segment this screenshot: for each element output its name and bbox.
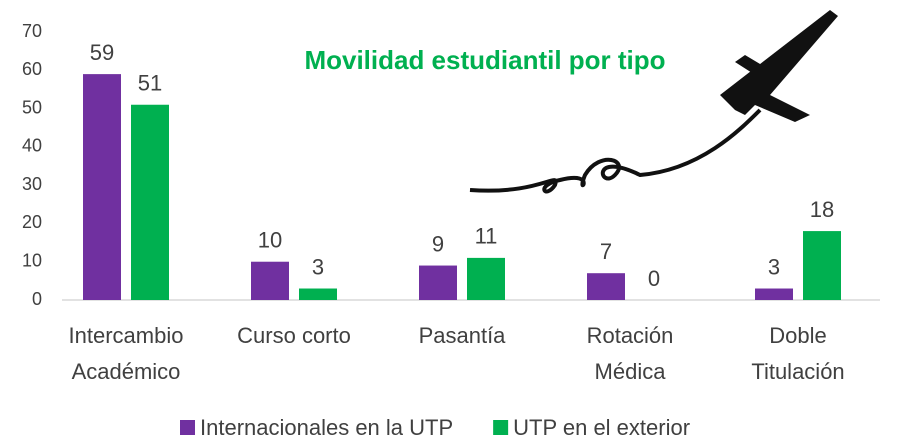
- chart-title: Movilidad estudiantil por tipo: [304, 45, 665, 75]
- bar: [587, 273, 625, 300]
- value-label: 9: [432, 231, 444, 256]
- bar: [299, 288, 337, 300]
- legend-swatch: [493, 420, 509, 435]
- legend-swatch: [180, 420, 195, 435]
- x-tick-label: Pasantía: [418, 323, 506, 348]
- y-tick-label: 10: [22, 250, 42, 270]
- x-tick-label: Rotación Médica: [586, 323, 674, 384]
- bar: [419, 265, 457, 300]
- legend-label: Internacionales en la UTP: [200, 415, 453, 440]
- bar: [251, 261, 289, 300]
- y-tick-label: 40: [22, 136, 42, 156]
- bar: [83, 74, 121, 300]
- value-label: 0: [648, 266, 660, 291]
- value-label: 3: [312, 254, 324, 279]
- y-tick-label: 50: [22, 97, 42, 117]
- value-label: 18: [810, 197, 834, 222]
- airplane-decoration: [469, 10, 838, 194]
- bar: [131, 104, 169, 300]
- value-label: 7: [600, 239, 612, 264]
- y-tick-label: 20: [22, 212, 42, 232]
- value-label: 10: [258, 228, 282, 253]
- x-tick-label: Intercambio Académico: [68, 323, 184, 384]
- bar: [755, 288, 793, 300]
- value-label: 11: [475, 224, 498, 249]
- y-tick-label: 0: [32, 289, 42, 309]
- y-tick-label: 70: [22, 21, 42, 41]
- x-tick-label: Doble Titulación: [751, 323, 845, 384]
- value-label: 3: [768, 254, 780, 279]
- x-tick-label: Curso corto: [237, 323, 351, 348]
- value-label: 59: [90, 40, 114, 65]
- bar: [467, 257, 505, 300]
- bar: [803, 231, 841, 300]
- y-tick-label: 30: [22, 174, 42, 194]
- y-tick-label: 60: [22, 59, 42, 79]
- value-label: 51: [138, 71, 162, 96]
- legend-label: UTP en el exterior: [513, 415, 690, 440]
